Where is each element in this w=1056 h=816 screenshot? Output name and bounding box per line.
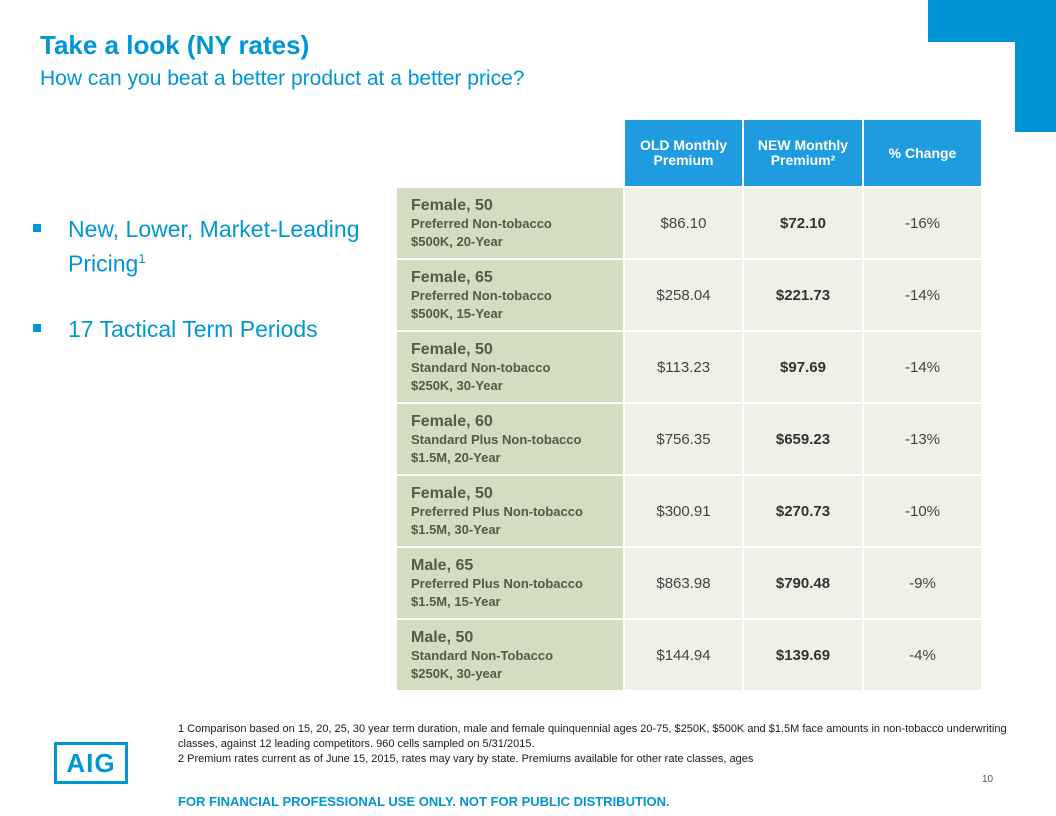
face-amount-term: $1.5M, 30-Year xyxy=(411,521,501,537)
old-premium-cell: $863.98 xyxy=(623,546,744,620)
insured-profile: Female, 50 xyxy=(411,484,493,502)
rate-class: Preferred Non-tobacco xyxy=(411,215,552,231)
new-premium-cell: $72.10 xyxy=(742,186,864,260)
row-label: Female, 60 Standard Plus Non-tobacco $1.5M… xyxy=(395,402,625,476)
new-premium-cell: $270.73 xyxy=(742,474,864,548)
bullet-text: 17 Tactical Term Periods xyxy=(68,315,318,342)
bullet-list: New, Lower, Market-Leading Pricing1 17 T… xyxy=(30,214,370,379)
rate-class: Preferred Plus Non-tobacco xyxy=(411,503,583,519)
bullet-text: New, Lower, Market-Leading Pricing1 xyxy=(68,216,360,277)
bullet-square-icon xyxy=(33,323,41,332)
bullet-square-icon xyxy=(33,224,41,232)
page-number: 10 xyxy=(982,774,994,785)
footnote-1: 1 Comparison based on 15, 20, 25, 30 yea… xyxy=(178,723,1007,750)
rate-class: Standard Plus Non-tobacco xyxy=(411,431,582,447)
table-row: Female, 60 Standard Plus Non-tobacco $1.5M… xyxy=(395,402,983,476)
footnotes: 1 Comparison based on 15, 20, 25, 30 yea… xyxy=(178,722,1026,767)
insured-profile: Female, 65 xyxy=(411,268,493,286)
corner-accent-side xyxy=(1015,0,1056,132)
row-label: Female, 50 Standard Non-tobacco $250K, 30-… xyxy=(395,330,625,404)
face-amount-term: $1.5M, 20-Year xyxy=(411,449,501,465)
insured-profile: Male, 50 xyxy=(411,628,474,646)
header-percent-change: % Change xyxy=(862,118,983,188)
new-premium-cell: $139.69 xyxy=(742,618,864,692)
rate-class: Preferred Plus Non-tobacco xyxy=(411,575,583,591)
face-amount-term: $250K, 30-year xyxy=(411,665,503,681)
new-premium-cell: $790.48 xyxy=(742,546,864,620)
rate-comparison-table: OLD Monthly Premium NEW Monthly Premium²… xyxy=(395,118,983,692)
table-header-blank xyxy=(396,119,624,187)
bullet-item: New, Lower, Market-Leading Pricing1 xyxy=(30,214,370,279)
old-premium-cell: $86.10 xyxy=(623,186,744,260)
row-label: Female, 50 Preferred Non-tobacco $500K, 20… xyxy=(395,186,625,260)
header-old-premium: OLD Monthly Premium xyxy=(623,118,744,188)
percent-change-cell: -10% xyxy=(862,474,983,548)
insured-profile: Female, 60 xyxy=(411,412,493,430)
table-row: Female, 50 Preferred Non-tobacco $500K, 20… xyxy=(395,186,983,260)
new-premium-cell: $659.23 xyxy=(742,402,864,476)
bullet-item: 17 Tactical Term Periods xyxy=(30,314,370,344)
old-premium-cell: $756.35 xyxy=(623,402,744,476)
face-amount-term: $250K, 30-Year xyxy=(411,377,503,393)
table-header-row: OLD Monthly Premium NEW Monthly Premium²… xyxy=(396,118,983,188)
percent-change-cell: -16% xyxy=(862,186,983,260)
table-body: Female, 50 Preferred Non-tobacco $500K, 20… xyxy=(395,186,983,692)
old-premium-cell: $300.91 xyxy=(623,474,744,548)
table-row: Female, 65 Preferred Non-tobacco $500K, 15… xyxy=(395,258,983,332)
row-label: Female, 50 Preferred Plus Non-tobacco $1.5… xyxy=(395,474,625,548)
new-premium-cell: $221.73 xyxy=(742,258,864,332)
table-row: Male, 65 Preferred Plus Non-tobacco $1.5M,… xyxy=(395,546,983,620)
insured-profile: Female, 50 xyxy=(411,196,493,214)
page-title: Take a look (NY rates) xyxy=(40,30,310,60)
row-label: Female, 65 Preferred Non-tobacco $500K, 15… xyxy=(395,258,625,332)
old-premium-cell: $258.04 xyxy=(623,258,744,332)
face-amount-term: $500K, 20-Year xyxy=(411,233,503,249)
logo-text: AIG xyxy=(66,747,116,778)
new-premium-cell: $97.69 xyxy=(742,330,864,404)
percent-change-cell: -13% xyxy=(862,402,983,476)
face-amount-term: $1.5M, 15-Year xyxy=(411,593,501,609)
rate-class: Preferred Non-tobacco xyxy=(411,287,552,303)
disclaimer: FOR FINANCIAL PROFESSIONAL USE ONLY. NOT… xyxy=(178,794,670,809)
header-new-premium: NEW Monthly Premium² xyxy=(742,118,864,188)
table-row: Male, 50 Standard Non-Tobacco $250K, 30-ye… xyxy=(395,618,983,692)
table-row: Female, 50 Preferred Plus Non-tobacco $1.5… xyxy=(395,474,983,548)
aig-logo: AIG xyxy=(54,742,128,784)
percent-change-cell: -14% xyxy=(862,330,983,404)
row-label: Male, 65 Preferred Plus Non-tobacco $1.5M,… xyxy=(395,546,625,620)
row-label: Male, 50 Standard Non-Tobacco $250K, 30-ye… xyxy=(395,618,625,692)
footnote-marker: 1 xyxy=(138,251,146,266)
percent-change-cell: -14% xyxy=(862,258,983,332)
footnote-2: 2 Premium rates current as of June 15, 2… xyxy=(178,753,754,765)
percent-change-cell: -9% xyxy=(862,546,983,620)
old-premium-cell: $144.94 xyxy=(623,618,744,692)
insured-profile: Male, 65 xyxy=(411,556,474,574)
rate-class: Standard Non-tobacco xyxy=(411,359,551,375)
old-premium-cell: $113.23 xyxy=(623,330,744,404)
face-amount-term: $500K, 15-Year xyxy=(411,305,503,321)
percent-change-cell: -4% xyxy=(862,618,983,692)
table-row: Female, 50 Standard Non-tobacco $250K, 30-… xyxy=(395,330,983,404)
page-subtitle: How can you beat a better product at a b… xyxy=(40,67,525,90)
insured-profile: Female, 50 xyxy=(411,340,493,358)
rate-class: Standard Non-Tobacco xyxy=(411,647,554,663)
